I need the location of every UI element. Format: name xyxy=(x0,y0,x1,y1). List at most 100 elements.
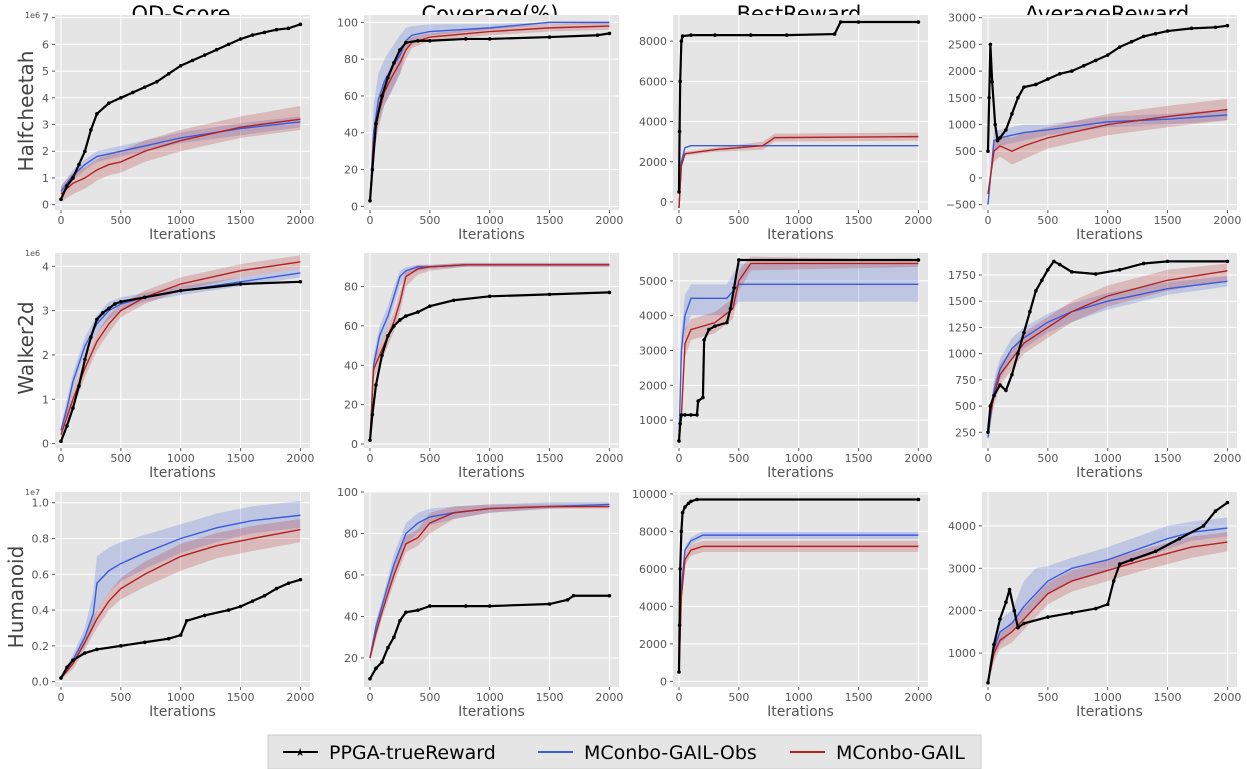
plot-area xyxy=(59,255,303,444)
point-ppga-truereward xyxy=(286,581,291,586)
point-ppga-truereward xyxy=(1022,85,1026,89)
y-tick-label: 0.4 xyxy=(32,604,50,617)
point-ppga-truereward xyxy=(83,357,87,362)
y-tick-label: 0 xyxy=(351,438,358,451)
line-ppga-truereward xyxy=(677,498,919,673)
point-ppga-truereward xyxy=(1016,625,1020,630)
point-ppga-truereward xyxy=(995,138,1000,143)
legend-entry-mconbo-gail: MConbo-GAIL xyxy=(790,742,965,764)
line-mconbo-gail-obs xyxy=(987,114,1228,205)
x-tick-label: 1500 xyxy=(1154,214,1182,227)
x-tick-label: 1500 xyxy=(227,691,255,704)
point-ppga-truereward xyxy=(677,190,681,194)
point-ppga-truereward xyxy=(178,288,183,293)
y-tick-label: 1 xyxy=(42,393,49,406)
point-ppga-truereward xyxy=(59,197,63,202)
x-tick-label: 1000 xyxy=(167,452,195,465)
line-ppga-truereward xyxy=(368,291,610,441)
point-ppga-truereward xyxy=(992,642,996,647)
y-tick-label: 20 xyxy=(344,399,358,412)
point-ppga-truereward xyxy=(178,63,183,68)
point-ppga-truereward xyxy=(119,299,123,304)
line-ppga-truereward xyxy=(986,24,1228,152)
y-tick-label: 80 xyxy=(344,527,358,540)
y-tick-label: 500 xyxy=(955,400,976,413)
x-tick-label: 1000 xyxy=(167,691,195,704)
point-ppga-truereward xyxy=(988,42,993,47)
y-tick-label: 4000 xyxy=(639,116,667,129)
point-ppga-truereward xyxy=(1034,288,1038,293)
x-tick-label: 1000 xyxy=(476,452,504,465)
point-ppga-truereward xyxy=(1007,587,1012,592)
band-mconbo-gail xyxy=(987,532,1228,685)
y-tick-label: 4 xyxy=(42,260,49,273)
plot-area xyxy=(677,20,921,209)
point-ppga-truereward xyxy=(916,20,921,24)
point-ppga-truereward xyxy=(250,33,255,37)
point-ppga-truereward xyxy=(95,317,99,322)
point-ppga-truereward xyxy=(737,258,741,262)
plot-area xyxy=(677,497,921,674)
legend: ★ PPGA-trueReward MConbo-GAIL-Obs MConbo… xyxy=(267,734,982,769)
point-ppga-truereward xyxy=(71,406,75,410)
y-tick-label: 3 xyxy=(42,305,49,318)
y-tick-label: 3000 xyxy=(639,345,667,358)
point-ppga-truereward xyxy=(784,33,789,37)
point-ppga-truereward xyxy=(142,85,147,89)
panel-background xyxy=(673,15,928,210)
point-ppga-truereward xyxy=(262,593,267,598)
y-tick-label: 100 xyxy=(337,486,358,499)
x-axis-label: Iterations xyxy=(767,227,834,243)
line-ppga-truereward xyxy=(60,578,301,679)
panel-coverage-halfcheetah: 0 500 1000 1500 2000 0 20 40 60 80 100 Iterations xyxy=(337,15,623,243)
line-mconbo-gail-obs xyxy=(987,527,1228,683)
point-ppga-truereward xyxy=(1069,69,1074,73)
line-mconbo-gail xyxy=(987,108,1228,195)
point-ppga-truereward xyxy=(988,404,993,408)
point-ppga-truereward xyxy=(428,38,432,43)
panel-bestreward-halfcheetah: 0 500 1000 1500 2000 0 2000 4000 6000 8000 Iterati… xyxy=(639,15,932,243)
x-tick-label: 500 xyxy=(728,214,749,227)
point-ppga-truereward xyxy=(689,33,693,37)
line-mconbo-gail xyxy=(60,261,301,435)
point-ppga-truereward xyxy=(998,617,1002,621)
point-ppga-truereward xyxy=(65,184,69,188)
point-ppga-truereward xyxy=(101,311,105,315)
point-ppga-truereward xyxy=(1141,261,1146,266)
point-ppga-truereward xyxy=(428,304,432,308)
point-ppga-truereward xyxy=(416,608,420,613)
x-tick-label: 2000 xyxy=(904,691,932,704)
y-tick-label: 0 xyxy=(42,438,49,451)
point-ppga-truereward xyxy=(695,497,699,502)
panel-averagereward-walker2d: 0 500 1000 1500 2000 250 500 750 1000 1250 1500 175… xyxy=(948,253,1241,481)
y-tick-label: 2 xyxy=(42,349,49,362)
plot-area xyxy=(368,502,612,681)
point-ppga-truereward xyxy=(1117,267,1122,272)
band-mconbo-gail xyxy=(678,132,919,208)
point-ppga-truereward xyxy=(226,42,231,47)
line-mconbo-gail xyxy=(987,541,1228,683)
y-tick-label: 0.6 xyxy=(32,568,50,581)
point-ppga-truereward xyxy=(695,413,699,417)
y-scale-label: 1e6 xyxy=(25,11,40,20)
y-tick-label: 1250 xyxy=(948,321,976,334)
legend-label-mconbo-gail-obs: MConbo-GAIL-Obs xyxy=(584,742,757,764)
point-ppga-truereward xyxy=(683,505,687,509)
point-ppga-truereward xyxy=(987,96,991,100)
x-tick-label: 500 xyxy=(419,214,440,227)
y-tick-label: 1000 xyxy=(948,348,976,361)
x-axis-label: Iterations xyxy=(1076,227,1143,243)
x-tick-label: 2000 xyxy=(286,452,314,465)
point-ppga-truereward xyxy=(1117,45,1122,49)
point-ppga-truereward xyxy=(386,75,390,80)
line-mconbo-gail xyxy=(678,262,919,442)
point-ppga-truereward xyxy=(190,58,195,63)
point-ppga-truereward xyxy=(428,604,432,608)
plot-area xyxy=(986,259,1230,443)
legend-label-mconbo-gail: MConbo-GAIL xyxy=(836,742,965,764)
band-mconbo-gail-obs xyxy=(987,517,1228,685)
point-ppga-truereward xyxy=(59,439,63,444)
y-tick-label: 40 xyxy=(344,610,358,623)
point-ppga-truereward xyxy=(1213,25,1218,30)
point-ppga-truereward xyxy=(59,676,63,680)
